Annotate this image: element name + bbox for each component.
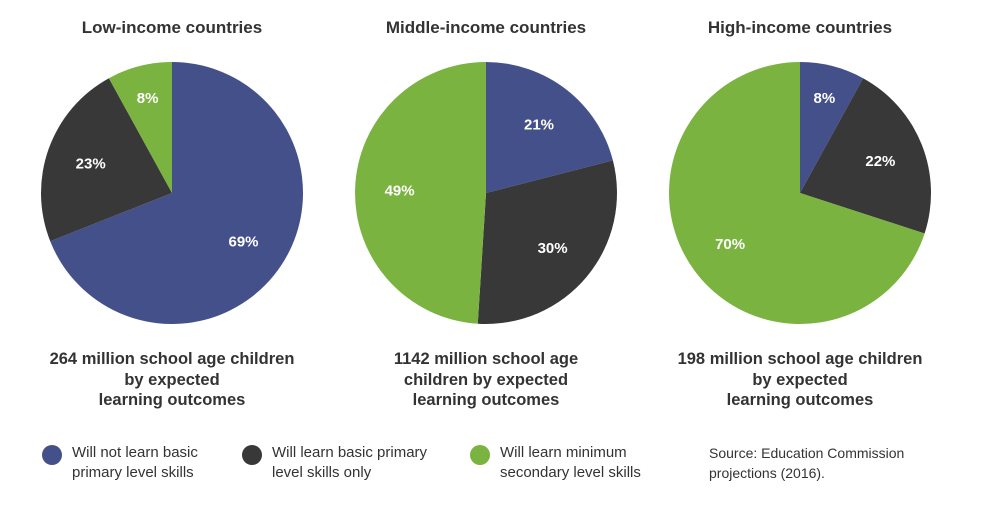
pie-slice-basic-only (800, 78, 932, 234)
pie-slice-not-basic (50, 62, 304, 324)
pie-slice-label: 8% (814, 90, 836, 107)
legend-item-not-basic: Will not learn basic primary level skill… (42, 443, 247, 483)
legend-label-line: secondary level skills (500, 464, 641, 481)
pie-chart-high-income: 8% 22% 70% (669, 62, 932, 324)
pie-slice-minimum-secondary (108, 62, 172, 193)
legend-label-line: Will learn basic primary (272, 444, 428, 461)
pie-slice-minimum-secondary (355, 62, 486, 324)
legend-swatch-basic-only (242, 445, 262, 465)
pie-slice-label: 30% (538, 240, 568, 257)
legend-item-basic-only: Will learn basic primary level skills on… (242, 443, 447, 483)
pie-slice-label: 21% (524, 117, 554, 134)
caption-line: 264 million school age children (49, 350, 295, 368)
caption-line: by expected (752, 370, 848, 389)
caption-line: 198 million school age children (677, 350, 923, 368)
pie-title-low-income: Low-income countries (81, 18, 263, 37)
legend-label-line: level skills only (272, 464, 372, 481)
source-note: Source: Education Commission projections… (709, 443, 949, 483)
legend-label: Will learn basic primary level skills on… (272, 443, 447, 483)
pie-chart-low-income: 69% 23% 8% (41, 62, 304, 324)
caption-line: learning outcomes (98, 391, 246, 409)
caption-line: learning outcomes (726, 391, 874, 409)
legend-swatch-not-basic (42, 445, 62, 465)
caption-low-income: 264 million school age children by expec… (32, 349, 312, 411)
legend-label-line: Will learn minimum (500, 444, 627, 461)
pie-slice-basic-only (41, 78, 172, 242)
pie-slice-label: 22% (865, 153, 895, 170)
pie-slice-not-basic (486, 62, 613, 193)
caption-line: 1142 million school age (393, 350, 579, 368)
source-line: projections (2016). (709, 465, 825, 481)
pie-chart-middle-income: 21% 30% 49% (355, 62, 617, 324)
caption-line: children by expected (403, 370, 569, 389)
pie-slice-label: 23% (76, 156, 106, 173)
caption-line: by expected (124, 370, 220, 389)
legend-label: Will not learn basic primary level skill… (72, 443, 247, 483)
pie-slice-label: 69% (228, 234, 258, 251)
pie-title-high-income: High-income countries (707, 18, 893, 37)
caption-line: learning outcomes (412, 391, 560, 409)
legend-label-line: Will not learn basic (72, 444, 198, 461)
pie-slice-not-basic (800, 62, 864, 193)
pie-slice-minimum-secondary (669, 62, 925, 324)
pie-slice-basic-only (477, 160, 617, 324)
legend-swatch-minimum-secondary (470, 445, 490, 465)
pie-slice-label: 49% (385, 182, 415, 199)
legend-item-minimum-secondary: Will learn minimum secondary level skill… (470, 443, 675, 483)
pie-slice-label: 70% (715, 236, 745, 253)
legend-label: Will learn minimum secondary level skill… (500, 443, 675, 483)
pie-title-middle-income: Middle-income countries (385, 18, 587, 37)
caption-middle-income: 1142 million school age children by expe… (346, 349, 626, 411)
source-line: Source: Education Commission (709, 445, 905, 461)
legend-label-line: primary level skills (72, 464, 194, 481)
caption-high-income: 198 million school age children by expec… (660, 349, 940, 411)
pie-slice-label: 8% (137, 90, 159, 107)
